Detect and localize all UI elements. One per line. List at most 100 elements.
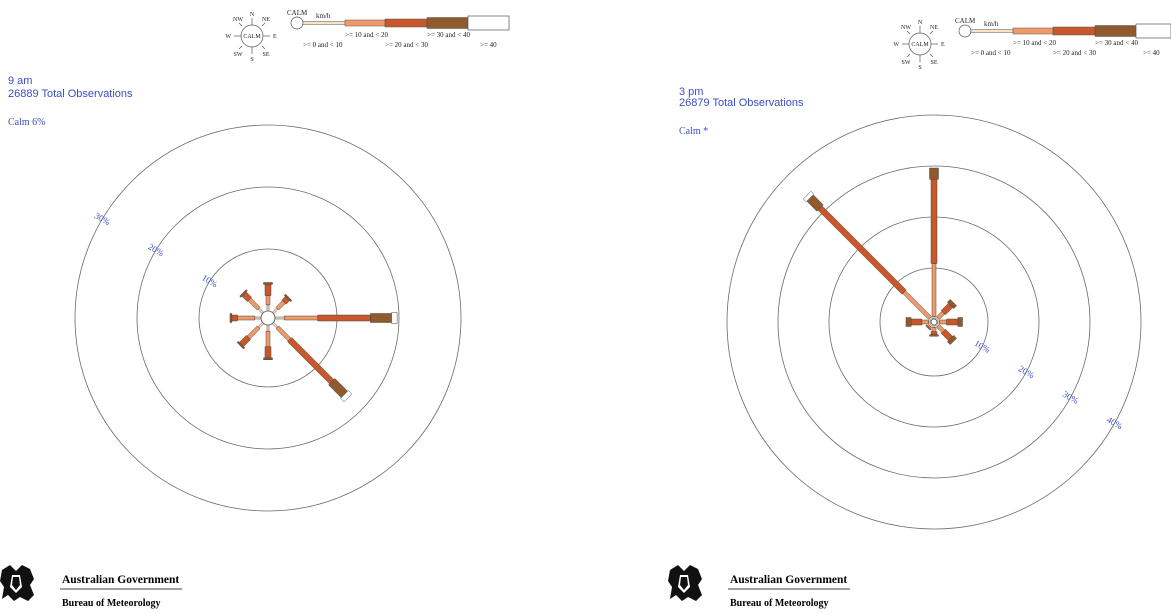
compass-icon: CALM N NE E SE S SW W NW — [225, 12, 277, 63]
spoke-nw-class-2 — [817, 205, 907, 295]
compass-n: N — [918, 20, 923, 26]
spoke-w-class-3 — [229, 313, 233, 323]
spoke-sw-class-1 — [246, 325, 261, 340]
compass-se: SE — [262, 52, 269, 58]
spoke-s-class-1 — [265, 330, 271, 347]
legend-swatch-0 — [302, 21, 346, 25]
legend-unit: km/h — [316, 12, 331, 20]
calm-circle — [930, 318, 938, 326]
legend-calm-circle — [290, 16, 304, 30]
spoke-w-class-1 — [237, 315, 256, 321]
logo-line2: Bureau of Meteorology — [62, 598, 161, 609]
compass-se: SE — [930, 60, 937, 66]
spoke-sw-class-2 — [925, 324, 932, 331]
spoke-s-class-3 — [929, 334, 939, 337]
legend-swatch-0 — [970, 29, 1014, 33]
spoke-n-class-1 — [265, 295, 271, 306]
spoke-nw-class-1 — [247, 297, 261, 311]
legend-key: CALM N NE E SE S SW W NW CALM km/h >= 10… — [225, 9, 510, 63]
ring-20 — [136, 186, 400, 450]
compass-center-label: CALM — [243, 34, 261, 40]
legend-swatch-3 — [1094, 25, 1137, 37]
ring-label: 20% — [146, 241, 166, 258]
spoke-n-class-3 — [929, 167, 939, 180]
compass-w: W — [893, 42, 899, 48]
compass-w: W — [225, 34, 231, 40]
logo-line1: Australian Government — [62, 574, 179, 586]
compass-nw: NW — [233, 17, 243, 23]
spoke-w-class-2 — [231, 314, 238, 322]
chart-subtitle: 26879 Total Observations — [679, 97, 804, 109]
compass-sw: SW — [234, 52, 243, 58]
spoke-se-class-4 — [340, 390, 353, 403]
spoke-s-class-3 — [263, 357, 273, 360]
legend-class-4: >= 40 — [1143, 49, 1160, 57]
spoke-s-class-2 — [264, 346, 272, 359]
compass-e: E — [273, 34, 277, 40]
ring-30 — [777, 165, 1091, 479]
spoke-ne-class-3 — [947, 299, 957, 309]
legend-class-1: >= 10 and < 20 — [345, 31, 388, 39]
wind-rose-9am: 10% 20% 30% — [74, 124, 462, 512]
legend-class-2: >= 20 and < 30 — [1053, 49, 1096, 57]
legend-swatch-1 — [344, 19, 386, 27]
spoke-e-class-3 — [370, 313, 392, 323]
compass-e: E — [941, 42, 945, 48]
chart-title: 9 am — [8, 75, 32, 87]
coat-of-arms-icon — [0, 565, 34, 601]
spoke-e-class-0 — [274, 316, 285, 320]
panel-9am: 9 am 26889 Total Observations Calm 6% CA… — [0, 9, 510, 609]
spoke-w-class-1 — [921, 319, 929, 325]
legend-class-1: >= 10 and < 20 — [1013, 39, 1056, 47]
wind-rose-3pm: 10% 20% 30% 40% — [726, 114, 1142, 530]
compass-s: S — [250, 57, 253, 63]
compass-ne: NE — [262, 17, 270, 23]
compass-nw: NW — [901, 25, 911, 31]
compass-sw: SW — [902, 60, 911, 66]
calm-circle — [260, 310, 276, 326]
compass-ne: NE — [930, 25, 938, 31]
ring-label: 30% — [1061, 389, 1081, 406]
bom-logo: Australian Government Bureau of Meteorol… — [0, 565, 182, 609]
logo-line1: Australian Government — [730, 574, 847, 586]
ring-30 — [74, 124, 462, 512]
spoke-e-class-2 — [946, 318, 959, 326]
ring-label: 40% — [1105, 414, 1125, 431]
spoke-n-class-3 — [263, 282, 273, 285]
spoke-n-class-0 — [266, 304, 270, 312]
legend-swatch-4 — [467, 15, 510, 31]
spoke-n-class-1 — [931, 263, 937, 317]
ring-label: 10% — [973, 338, 993, 355]
compass-s: S — [918, 65, 921, 71]
ring-label: 20% — [1017, 363, 1037, 380]
legend-calm-label: CALM — [955, 17, 976, 25]
legend-swatch-3 — [426, 17, 469, 29]
spoke-e-class-4 — [391, 312, 398, 324]
legend-calm-circle — [958, 24, 972, 38]
spoke-s-class-0 — [266, 324, 270, 332]
legend-swatch-2 — [384, 18, 428, 28]
spoke-e-class-1 — [284, 315, 319, 321]
spoke-w-class-3 — [905, 317, 912, 327]
calm-label: Calm 6% — [8, 117, 46, 128]
legend-class-2: >= 20 and < 30 — [385, 41, 428, 49]
legend-class-3: >= 30 and < 40 — [427, 31, 470, 39]
bom-logo: Australian Government Bureau of Meteorol… — [668, 565, 850, 609]
spoke-e-class-2 — [317, 314, 371, 322]
spoke-nw-class-3 — [239, 289, 248, 298]
spoke-se-class-3 — [947, 335, 957, 345]
coat-of-arms-icon — [668, 565, 702, 601]
spoke-n-class-2 — [264, 284, 272, 296]
compass-n: N — [250, 12, 255, 18]
spoke-nw-class-1 — [902, 290, 932, 320]
ring-label: 30% — [93, 210, 113, 227]
spoke-se-class-2 — [287, 337, 335, 385]
legend-swatch-4 — [1135, 23, 1171, 39]
compass-center-label: CALM — [911, 42, 929, 48]
spoke-e-class-1 — [939, 319, 947, 325]
calm-label: Calm * — [679, 126, 708, 137]
legend-key: CALM N NE E SE S SW W NW CALM km/h >= 10… — [893, 17, 1171, 71]
panel-3pm: 3 pm 26879 Total Observations Calm * CAL… — [668, 17, 1171, 609]
legend-calm-label: CALM — [287, 9, 308, 17]
